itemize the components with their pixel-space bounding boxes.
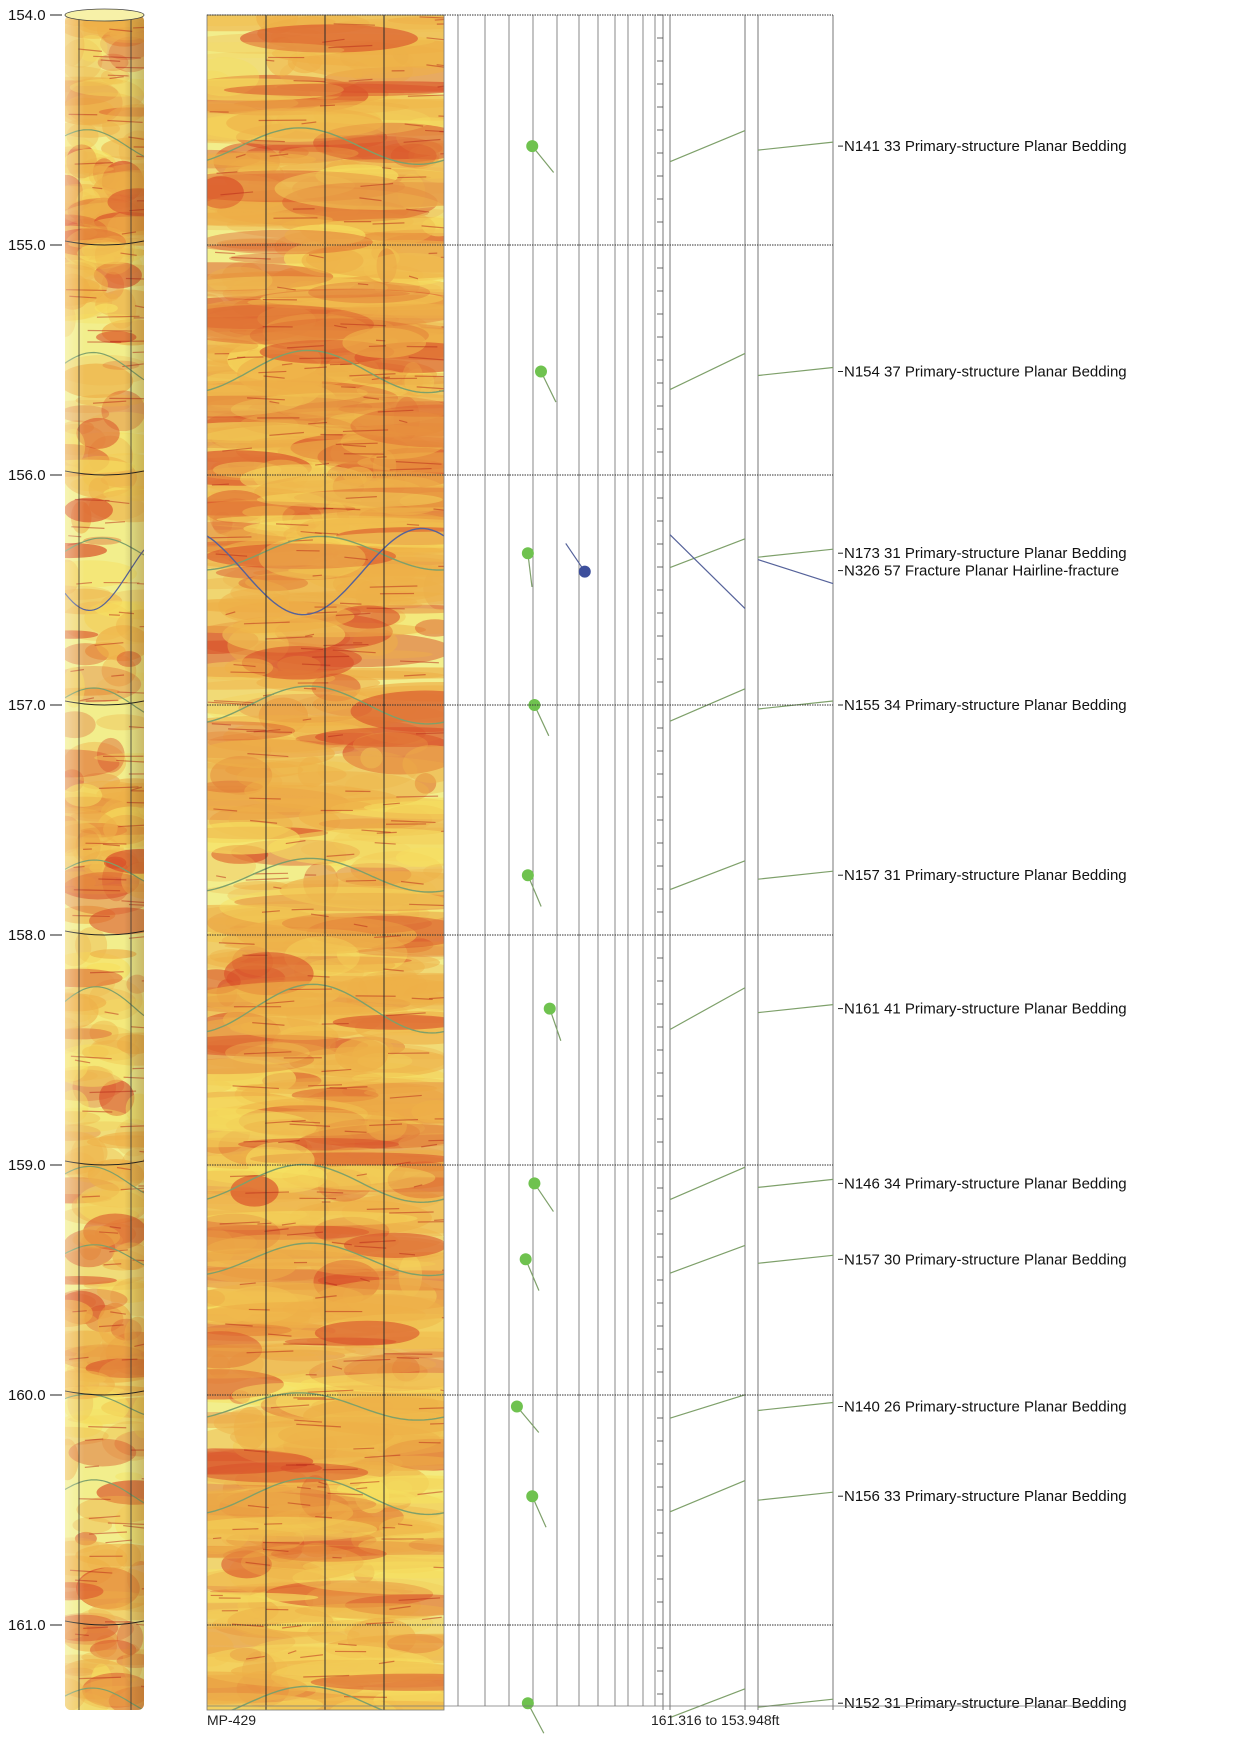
feature-label: N161 41 Primary-structure Planar Bedding bbox=[844, 1001, 1127, 1018]
apparent-dip-bedding bbox=[669, 1688, 746, 1719]
depth-label: 161.0 bbox=[8, 1617, 46, 1634]
true-dip-bedding bbox=[757, 366, 834, 377]
feature-label: N140 26 Primary-structure Planar Bedding bbox=[844, 1399, 1127, 1416]
true-dip-bedding bbox=[757, 870, 834, 880]
true-dip-bedding bbox=[757, 1254, 834, 1264]
depth-tick-column bbox=[657, 14, 664, 1710]
depth-range-text: 161.316 to 153.948ft bbox=[651, 1712, 780, 1728]
apparent-dip-bedding bbox=[669, 1480, 746, 1513]
green-dip-tadpole-icon[interactable] bbox=[534, 365, 547, 378]
feature-label: N141 33 Primary-structure Planar Bedding bbox=[844, 138, 1127, 155]
green-dip-tadpole-icon[interactable] bbox=[521, 547, 534, 560]
true-dip-bedding bbox=[757, 1401, 834, 1412]
apparent-dip-bedding bbox=[669, 860, 746, 891]
feature-label: N152 31 Primary-structure Planar Bedding bbox=[844, 1695, 1127, 1712]
apparent-dip-bedding bbox=[669, 538, 746, 569]
apparent-dip-bedding bbox=[669, 352, 746, 391]
true-dip-fracture bbox=[757, 559, 834, 585]
tadpole-track bbox=[457, 15, 656, 1734]
depth-labels: 154.0 155.0 156.0 157.0 158.0 159.0 160.0 161.0 bbox=[8, 7, 62, 1634]
feature-label: N326 57 Fracture Planar Hairline-fractur… bbox=[844, 563, 1119, 580]
depth-grid bbox=[207, 14, 833, 1626]
green-dip-tadpole-icon[interactable] bbox=[528, 699, 541, 711]
feature-label: N157 30 Primary-structure Planar Bedding bbox=[844, 1251, 1127, 1268]
annotation-track: N141 33 Primary-structure Planar Bedding… bbox=[757, 15, 1127, 1712]
feature-label: N173 31 Primary-structure Planar Bedding bbox=[844, 545, 1127, 562]
green-dip-tadpole-icon[interactable] bbox=[526, 140, 539, 153]
true-dip-bedding bbox=[757, 1491, 834, 1501]
feature-label: N156 33 Primary-structure Planar Bedding bbox=[844, 1488, 1127, 1505]
cylinder-image-track bbox=[64, 8, 145, 1710]
feature-label: N146 34 Primary-structure Planar Bedding bbox=[844, 1175, 1127, 1192]
green-dip-tadpole-icon[interactable] bbox=[528, 1177, 541, 1190]
unrolled-image-track bbox=[206, 14, 445, 1711]
apparent-dip-fracture bbox=[669, 534, 746, 609]
depth-label: 158.0 bbox=[8, 927, 46, 944]
green-dip-tadpole-icon[interactable] bbox=[521, 1697, 534, 1710]
apparent-dip-bedding bbox=[669, 1166, 746, 1201]
feature-label: N155 34 Primary-structure Planar Bedding bbox=[844, 697, 1127, 714]
blue-dip-tadpole-icon[interactable] bbox=[578, 565, 591, 578]
green-dip-tadpole-icon[interactable] bbox=[521, 869, 534, 882]
apparent-dip-bedding bbox=[669, 1394, 746, 1419]
apparent-dip-bedding bbox=[669, 987, 746, 1030]
green-dip-tadpole-icon[interactable] bbox=[519, 1253, 532, 1266]
apparent-dip-bedding bbox=[669, 129, 746, 163]
depth-label: 156.0 bbox=[8, 467, 46, 484]
true-dip-bedding bbox=[757, 548, 834, 558]
depth-label: 159.0 bbox=[8, 1157, 46, 1174]
feature-label: N154 37 Primary-structure Planar Bedding bbox=[844, 364, 1127, 381]
green-dip-tadpole-icon[interactable] bbox=[543, 1002, 556, 1015]
well-name: MP-429 bbox=[207, 1712, 257, 1728]
true-dip-bedding bbox=[757, 141, 834, 151]
green-dip-tadpole-icon[interactable] bbox=[510, 1400, 523, 1413]
feature-label: N157 31 Primary-structure Planar Bedding bbox=[844, 867, 1127, 884]
depth-label: 160.0 bbox=[8, 1387, 46, 1404]
depth-label: 155.0 bbox=[8, 237, 46, 254]
depth-label: 157.0 bbox=[8, 697, 46, 714]
true-dip-bedding bbox=[757, 1178, 834, 1188]
green-dip-tadpole-icon[interactable] bbox=[526, 1490, 539, 1503]
apparent-dip-track bbox=[669, 15, 746, 1719]
apparent-dip-bedding bbox=[669, 1244, 746, 1274]
depth-label: 154.0 bbox=[8, 7, 46, 24]
true-dip-bedding bbox=[757, 1004, 834, 1014]
